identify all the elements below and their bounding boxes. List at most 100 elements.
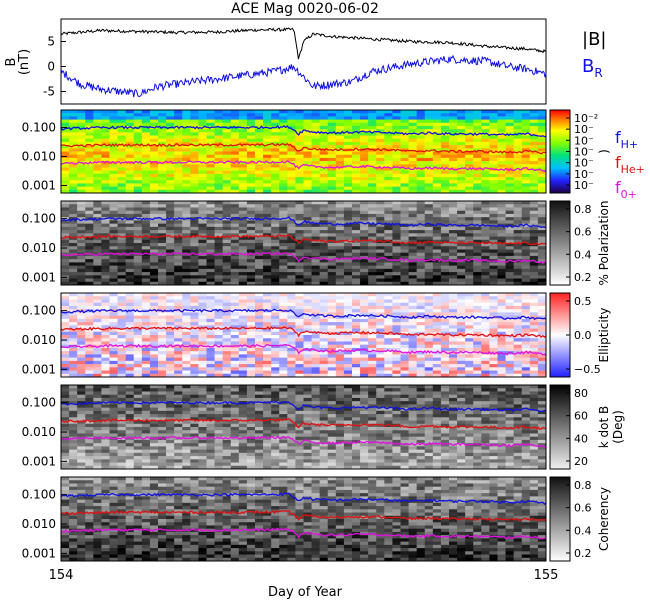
colorbar-tick-label: 10⁻ bbox=[574, 123, 594, 136]
spectrogram-cell bbox=[85, 456, 94, 460]
spectrogram-cell bbox=[505, 173, 515, 178]
spectrogram-cell bbox=[198, 322, 207, 326]
spectrogram-cell bbox=[101, 318, 110, 323]
spectrogram-cell bbox=[311, 338, 321, 342]
spectrogram-cell bbox=[279, 220, 288, 225]
spectrogram-cell bbox=[457, 157, 466, 162]
spectrogram-cell bbox=[271, 305, 280, 310]
spectrogram-cell bbox=[93, 347, 102, 352]
spectrogram-cell bbox=[360, 249, 369, 254]
spectrogram-cell bbox=[400, 367, 410, 372]
spectrogram-cell bbox=[360, 265, 369, 270]
spectrogram-cell bbox=[149, 170, 159, 175]
spectrogram-cell bbox=[424, 154, 434, 159]
spectrogram-cell bbox=[158, 293, 167, 297]
spectrogram-cell bbox=[101, 322, 110, 326]
spectrogram-cell bbox=[246, 265, 256, 270]
spectrogram-cell bbox=[513, 170, 523, 175]
spectrogram-cell bbox=[335, 189, 345, 194]
spectrogram-cell bbox=[238, 132, 248, 137]
spectrogram-cell bbox=[101, 391, 110, 396]
spectrogram-cell bbox=[432, 265, 442, 270]
spectrogram-cell bbox=[513, 204, 523, 208]
spectrogram-cell bbox=[529, 183, 539, 188]
spectrogram-cell bbox=[109, 246, 119, 250]
spectrogram-cell bbox=[505, 315, 515, 320]
colorbar-tick-label: 10⁻ bbox=[574, 168, 594, 181]
spectrogram-cell bbox=[141, 367, 151, 372]
spectrogram-cell bbox=[505, 210, 515, 215]
spectrogram-cell bbox=[352, 151, 361, 156]
spectrogram-cell bbox=[166, 236, 175, 241]
spectrogram-cell bbox=[141, 272, 151, 276]
spectrogram-cell bbox=[327, 230, 337, 234]
spectrogram-cell bbox=[529, 335, 539, 339]
spectrogram-cell bbox=[255, 246, 264, 250]
spectrogram-cell bbox=[440, 275, 450, 280]
spectrogram-cell bbox=[206, 239, 216, 244]
spectrogram-cell bbox=[529, 213, 539, 218]
spectrogram-cell bbox=[61, 325, 70, 330]
spectrogram-cell bbox=[198, 233, 207, 238]
spectrogram-cell bbox=[376, 243, 385, 247]
spectrogram-cell bbox=[125, 427, 135, 431]
spectrogram-cell bbox=[222, 268, 232, 273]
spectrogram-cell bbox=[335, 357, 345, 362]
spectrogram-cell bbox=[101, 207, 110, 212]
spectrogram-cell bbox=[141, 370, 151, 375]
spectrogram-cell bbox=[77, 439, 86, 444]
spectrogram-cell bbox=[481, 154, 490, 159]
spectrogram-cell bbox=[214, 367, 224, 372]
spectrogram-cell bbox=[465, 138, 474, 143]
spectrogram-cell bbox=[408, 170, 418, 175]
spectrogram-cell bbox=[93, 414, 102, 418]
spectrogram-cell bbox=[158, 189, 167, 194]
spectrogram-cell bbox=[190, 370, 199, 375]
colorbar-tick-label: 0.4 bbox=[574, 248, 592, 261]
spectrogram-cell bbox=[206, 226, 216, 231]
spectrogram-cell bbox=[69, 462, 78, 467]
spectrogram-cell bbox=[125, 186, 135, 191]
spectrogram-cell bbox=[117, 446, 127, 451]
spectrogram-cell bbox=[384, 157, 393, 162]
spectrogram-cell bbox=[246, 116, 256, 121]
spectrogram-cell bbox=[432, 281, 442, 286]
spectrogram-cell bbox=[61, 449, 70, 454]
spectrogram-cell bbox=[432, 161, 442, 165]
spectrogram-cell bbox=[360, 173, 369, 178]
spectrogram-cell bbox=[109, 293, 119, 297]
spectrogram-cell bbox=[457, 262, 466, 267]
spectrogram-cell bbox=[360, 217, 369, 221]
spectrogram-cell bbox=[368, 148, 377, 152]
spectrogram-cell bbox=[343, 360, 353, 365]
spectrogram-cell bbox=[408, 125, 418, 130]
series-line-br bbox=[60, 54, 547, 98]
spectrogram-cell bbox=[408, 164, 418, 168]
spectrogram-cell bbox=[182, 138, 191, 143]
spectrogram-cell bbox=[408, 347, 418, 352]
spectrogram-cell bbox=[368, 213, 377, 218]
spectrogram-cell bbox=[255, 151, 264, 156]
spectrogram-cell bbox=[457, 255, 466, 260]
spectrogram-cell bbox=[457, 204, 466, 208]
spectrogram-cell bbox=[481, 296, 490, 300]
spectrogram-cell bbox=[182, 230, 191, 234]
spectrogram-cell bbox=[319, 122, 329, 127]
spectrogram-cell bbox=[109, 465, 119, 470]
spectrogram-cell bbox=[295, 272, 304, 276]
spectrogram-cell bbox=[424, 201, 434, 205]
spectrogram-cell bbox=[246, 262, 256, 267]
spectrogram-cell bbox=[440, 373, 450, 378]
spectrogram-cell bbox=[125, 129, 135, 133]
spectrogram-cell bbox=[473, 223, 482, 228]
spectrogram-cell bbox=[190, 364, 199, 368]
spectrogram-cell bbox=[368, 116, 377, 121]
spectrogram-cell bbox=[141, 281, 151, 286]
spectrogram-cell bbox=[206, 364, 216, 368]
spectrogram-cell bbox=[61, 452, 70, 457]
spectrogram-cell bbox=[246, 338, 256, 342]
spectrogram-cell bbox=[473, 157, 482, 162]
spectrogram-cell bbox=[489, 154, 498, 159]
spectrogram-cell bbox=[77, 394, 86, 399]
spectrogram-cell bbox=[384, 265, 393, 270]
